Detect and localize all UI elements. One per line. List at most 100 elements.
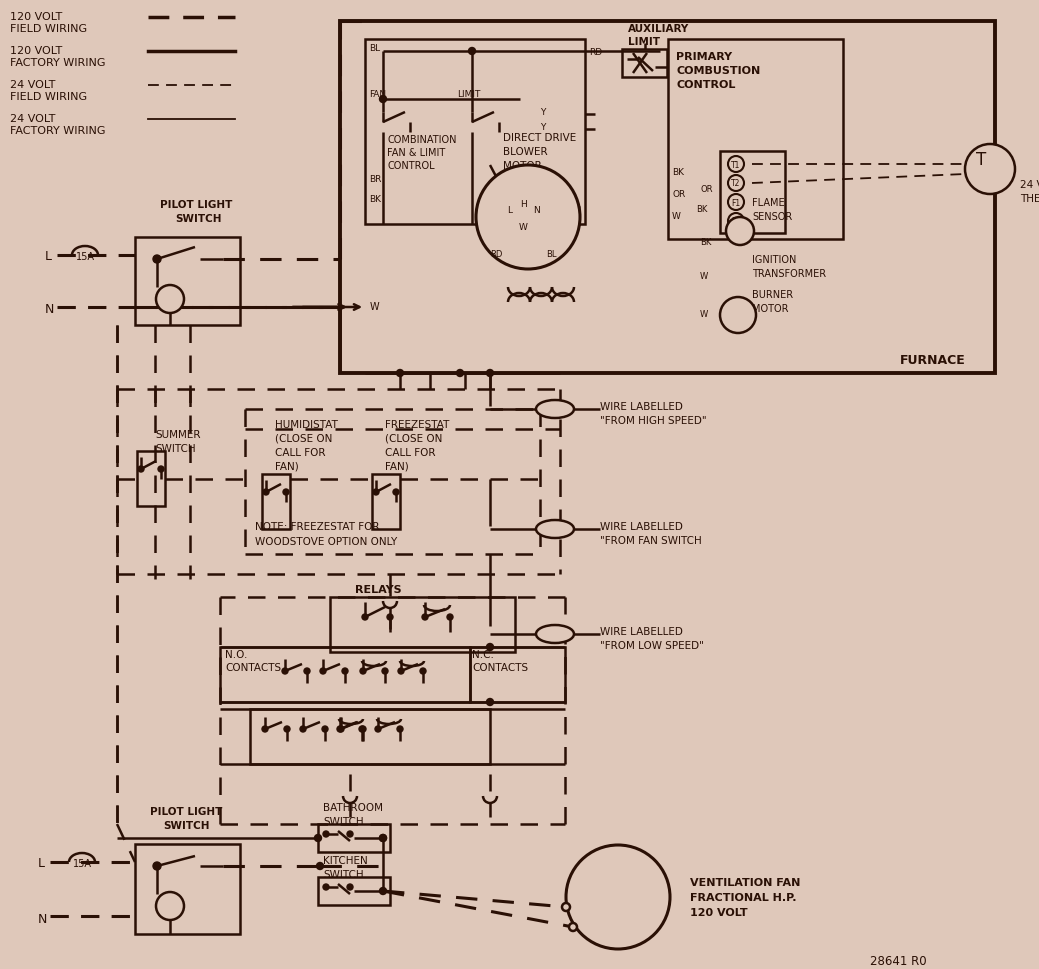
Circle shape: [304, 669, 310, 674]
Circle shape: [726, 218, 754, 246]
Text: H: H: [520, 200, 527, 208]
Text: FREEZESTAT: FREEZESTAT: [385, 420, 450, 429]
Circle shape: [476, 166, 580, 269]
Text: WIRE LABELLED: WIRE LABELLED: [600, 521, 683, 531]
Text: PILOT LIGHT: PILOT LIGHT: [160, 200, 233, 209]
Text: BR: BR: [369, 174, 381, 184]
Circle shape: [728, 214, 744, 230]
Text: L: L: [507, 205, 512, 215]
Ellipse shape: [536, 625, 574, 643]
Text: OR: OR: [672, 190, 686, 199]
Text: FLAME: FLAME: [752, 198, 784, 207]
Text: KITCHEN: KITCHEN: [323, 855, 368, 865]
Circle shape: [320, 669, 326, 674]
Circle shape: [153, 256, 161, 264]
Text: BURNER: BURNER: [752, 290, 793, 299]
Circle shape: [382, 669, 388, 674]
Text: THERMOSTAT: THERMOSTAT: [1020, 194, 1039, 203]
Text: PILOT LIGHT: PILOT LIGHT: [150, 806, 222, 816]
Circle shape: [263, 489, 269, 495]
Text: COMBINATION: COMBINATION: [387, 135, 456, 144]
Text: "FROM LOW SPEED": "FROM LOW SPEED": [600, 641, 703, 650]
Circle shape: [447, 614, 453, 620]
Text: T: T: [976, 151, 986, 169]
Circle shape: [728, 175, 744, 192]
Bar: [622, 50, 667, 78]
Bar: [262, 475, 290, 529]
Text: 15A: 15A: [73, 859, 92, 868]
Text: BK: BK: [700, 237, 712, 247]
Text: BLOWER: BLOWER: [503, 147, 548, 157]
Circle shape: [379, 96, 387, 104]
Bar: [668, 40, 843, 239]
Bar: [220, 647, 470, 703]
Text: (CLOSE ON: (CLOSE ON: [385, 433, 443, 444]
Circle shape: [728, 195, 744, 211]
Text: MOTOR: MOTOR: [503, 161, 541, 171]
Circle shape: [456, 370, 463, 377]
Bar: [720, 152, 785, 234]
Circle shape: [156, 892, 184, 920]
Text: FACTORY WIRING: FACTORY WIRING: [10, 58, 106, 68]
Bar: [372, 475, 400, 529]
Bar: [135, 237, 240, 326]
Circle shape: [342, 669, 348, 674]
Text: VENTILATION FAN: VENTILATION FAN: [690, 877, 800, 887]
Circle shape: [156, 286, 184, 314]
Text: F1: F1: [731, 199, 741, 207]
Circle shape: [283, 489, 289, 495]
Circle shape: [420, 669, 426, 674]
Circle shape: [486, 643, 494, 651]
Text: 15A: 15A: [76, 252, 95, 262]
Text: BK: BK: [672, 168, 684, 176]
Text: 28641 R0: 28641 R0: [870, 954, 927, 967]
Text: BK: BK: [696, 204, 708, 214]
Bar: [330, 597, 515, 652]
Text: CONTROL: CONTROL: [387, 161, 434, 171]
Circle shape: [965, 144, 1015, 195]
Text: FAN): FAN): [275, 461, 299, 472]
Text: SWITCH: SWITCH: [323, 869, 364, 879]
Bar: [340, 22, 995, 374]
Circle shape: [359, 726, 366, 733]
Text: N: N: [45, 302, 54, 316]
Text: Y: Y: [540, 123, 545, 132]
Circle shape: [720, 297, 756, 333]
Text: 120 VOLT: 120 VOLT: [690, 907, 748, 917]
Text: FAN: FAN: [369, 90, 387, 99]
Text: W: W: [700, 271, 709, 281]
Text: SENSOR: SENSOR: [752, 212, 793, 222]
Text: 24 VOLT: 24 VOLT: [1020, 180, 1039, 190]
Circle shape: [317, 862, 323, 869]
Text: 120 VOLT: 120 VOLT: [10, 12, 62, 22]
Circle shape: [262, 726, 268, 733]
Text: WOODSTOVE OPTION ONLY: WOODSTOVE OPTION ONLY: [255, 537, 397, 547]
Text: T1: T1: [731, 160, 741, 170]
Text: OR: OR: [700, 185, 713, 194]
Text: 24 VOLT: 24 VOLT: [10, 79, 55, 90]
Bar: [318, 877, 390, 905]
Circle shape: [359, 669, 366, 674]
Text: BL: BL: [547, 250, 557, 259]
Circle shape: [300, 726, 307, 733]
Text: CALL FOR: CALL FOR: [385, 448, 435, 457]
Text: WIRE LABELLED: WIRE LABELLED: [600, 401, 683, 412]
Circle shape: [323, 884, 329, 891]
Circle shape: [359, 726, 365, 733]
Text: F2: F2: [731, 217, 741, 227]
Text: LIMIT: LIMIT: [457, 90, 480, 99]
Text: AUXILIARY: AUXILIARY: [628, 24, 689, 34]
Circle shape: [337, 726, 343, 733]
Text: W: W: [700, 310, 709, 319]
Circle shape: [422, 614, 428, 620]
Circle shape: [562, 903, 570, 911]
Circle shape: [486, 370, 494, 377]
Text: CALL FOR: CALL FOR: [275, 448, 325, 457]
Bar: [137, 452, 165, 507]
Circle shape: [347, 831, 353, 837]
Text: T2: T2: [731, 179, 741, 188]
Text: L: L: [45, 250, 52, 263]
Circle shape: [393, 489, 399, 495]
Text: FURNACE: FURNACE: [900, 354, 965, 366]
Circle shape: [373, 489, 379, 495]
